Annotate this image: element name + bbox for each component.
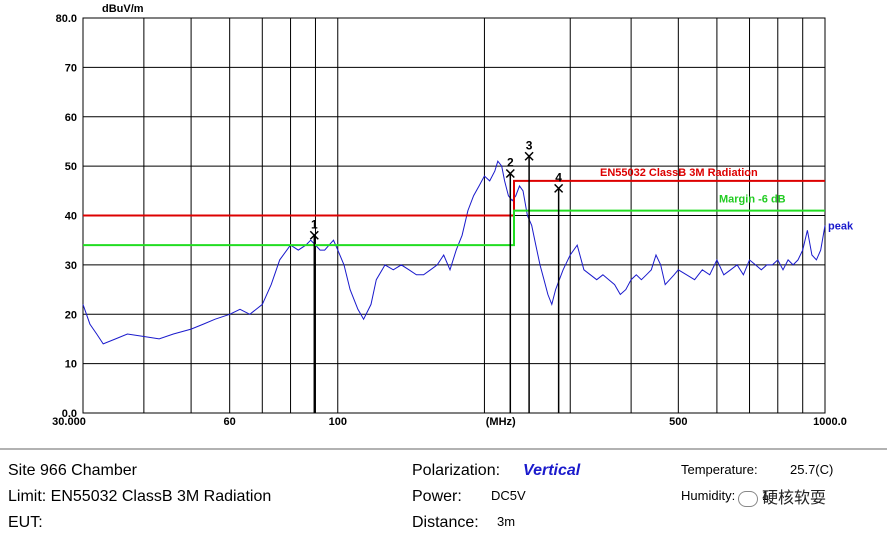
y-tick-label: 70 bbox=[65, 62, 77, 74]
marker-label: 3 bbox=[526, 138, 533, 152]
y-axis-label: dBuV/m bbox=[102, 3, 144, 15]
x-tick-label: 100 bbox=[329, 416, 347, 428]
margin-line-label: Margin -6 dB bbox=[719, 194, 786, 206]
power-label: Power: bbox=[412, 488, 462, 505]
eut-label: EUT: bbox=[8, 514, 43, 531]
x-tick-label: 1000.0 bbox=[813, 416, 847, 428]
limit-label: Limit: EN55032 ClassB 3M Radiation bbox=[8, 488, 272, 505]
watermark-text: 硬核软耍 bbox=[762, 488, 827, 507]
y-tick-label: 20 bbox=[65, 309, 77, 321]
emc-chart: 80.0 70 60 50 40 30 20 10 0.0 dBuV/m 30.000 60 100 (M… bbox=[0, 3, 887, 450]
power-value: DC5V bbox=[491, 488, 526, 503]
y-tick-label: 10 bbox=[65, 359, 77, 371]
marker-x bbox=[554, 183, 564, 193]
humidity-value: 1 bbox=[762, 488, 770, 503]
humidity-label: Humidity: bbox=[681, 488, 736, 503]
y-tick-label: 30 bbox=[65, 260, 77, 272]
x-tick-label: 60 bbox=[224, 416, 236, 428]
limit-line-label: EN55032 ClassB 3M Radiation bbox=[600, 167, 758, 179]
marker-label: 1 bbox=[311, 217, 318, 231]
polarization-label: Polarization: bbox=[412, 462, 501, 479]
watermark: 硬核软耍 bbox=[738, 484, 826, 508]
marker-x bbox=[309, 230, 319, 240]
trace-label: peak bbox=[828, 220, 854, 232]
temperature-label: Temperature: bbox=[681, 462, 758, 477]
y-tick-label: 60 bbox=[65, 112, 77, 124]
distance-value: 3m bbox=[497, 514, 516, 529]
x-tick-label: 500 bbox=[669, 416, 687, 428]
x-axis-label: (MHz) bbox=[486, 416, 516, 428]
temperature-value: 25.7(C) bbox=[790, 462, 834, 477]
y-tick-label: 40 bbox=[65, 211, 77, 223]
polarization-value: Vertical bbox=[523, 462, 581, 479]
marker-x bbox=[524, 151, 534, 161]
y-tick-label: 50 bbox=[65, 161, 77, 173]
limit-line bbox=[83, 179, 825, 217]
peak-trace bbox=[82, 160, 826, 345]
x-tick-label: 30.000 bbox=[52, 416, 86, 428]
marker-label: 2 bbox=[507, 156, 514, 170]
wechat-icon bbox=[738, 490, 758, 507]
site-label: Site 966 Chamber bbox=[8, 462, 137, 479]
y-tick-label: 0.0 bbox=[62, 408, 77, 420]
marker-x bbox=[505, 169, 515, 179]
distance-label: Distance: bbox=[412, 514, 479, 531]
margin-line bbox=[83, 209, 825, 247]
y-tick-label: 80.0 bbox=[56, 13, 77, 25]
marker-label: 4 bbox=[555, 170, 562, 184]
